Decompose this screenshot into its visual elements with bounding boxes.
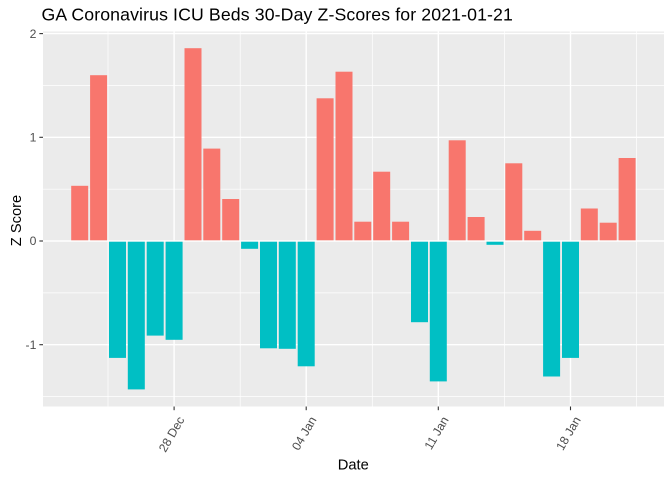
svg-text:Date: Date bbox=[338, 458, 369, 474]
svg-text:GA Coronavirus ICU Beds 30-Day: GA Coronavirus ICU Beds 30-Day Z-Scores … bbox=[42, 5, 513, 25]
svg-text:0: 0 bbox=[30, 234, 37, 248]
svg-text:-1: -1 bbox=[26, 338, 37, 352]
svg-text:1: 1 bbox=[30, 131, 37, 145]
svg-text:Z Score: Z Score bbox=[9, 195, 25, 246]
svg-text:2: 2 bbox=[30, 27, 37, 41]
